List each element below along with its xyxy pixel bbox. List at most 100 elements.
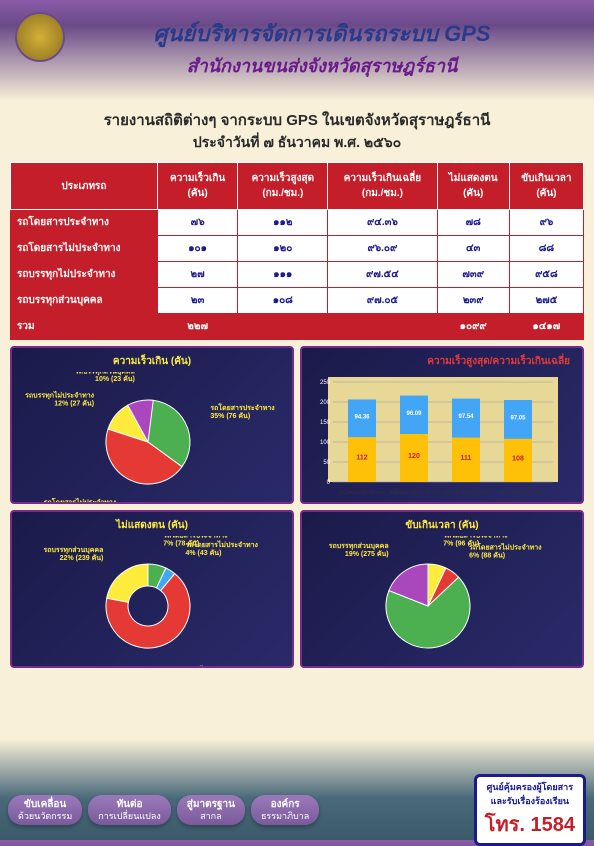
table-cell: ๒๒๗	[157, 314, 238, 340]
hotline-box: ศูนย์คุ้มครองผู้โดยสาร และรับเรื่องร้องเ…	[474, 774, 586, 846]
table-cell: ๗๓๙	[437, 262, 509, 288]
pie-chart-overtime: ขับเกินเวลา (คัน) รถโดยสารประจำทาง7% (96…	[300, 510, 584, 668]
footer-pill: สู่มาตรฐานสากล	[177, 795, 245, 826]
table-header: ประเภทรถ	[11, 163, 158, 210]
bar-chart-speed: ความเร็วสูงสุด/ความเร็วเกินเฉลี่ย 050100…	[300, 346, 584, 504]
svg-text:108: 108	[512, 455, 524, 462]
svg-text:รถโดยสารไม่ประจำทาง: รถโดยสารไม่ประจำทาง	[44, 497, 117, 502]
table-cell: ๙๔.๓๖	[328, 210, 437, 236]
footer-pill: ทันต่อการเปลี่ยนแปลง	[88, 795, 171, 826]
hotline-num: โทร. 1584	[485, 808, 575, 840]
header-title2: สำนักงานขนส่งจังหวัดสุราษฎร์ธานี	[10, 51, 584, 80]
subtitle-line1: รายงานสถิติต่างๆ จากระบบ GPS ในเขตจังหวั…	[14, 108, 580, 132]
table-header: ไม่แสดงตน(คัน)	[437, 163, 509, 210]
chart-title: ไม่แสดงตน (คัน)	[18, 518, 286, 533]
table-cell: ๑๐๙๙	[437, 314, 509, 340]
svg-text:10% (23 คัน): 10% (23 คัน)	[95, 375, 135, 383]
charts-grid: ความเร็วเกิน (คัน) รถโดยสารประจำทาง35% (…	[10, 346, 584, 668]
subtitle-line2: ประจำวันที่ ๗ ธันวาคม พ.ศ. ๒๕๖๐	[14, 132, 580, 154]
svg-text:94.36: 94.36	[354, 414, 370, 420]
table-row: รถโดยสารประจำทาง๗๖๑๑๒๙๔.๓๖๗๘๙๖	[11, 210, 584, 236]
svg-text:12% (27 คัน): 12% (27 คัน)	[54, 399, 94, 407]
svg-text:รถบรรทุกไม่ประจำทาง: รถบรรทุกไม่ประจำทาง	[25, 390, 94, 399]
svg-text:รถบรรทุกส่วนบุคคล: รถบรรทุกส่วนบุคคล	[75, 372, 135, 375]
table-header: ขับเกินเวลา(คัน)	[509, 163, 583, 210]
content: รายงานสถิติต่างๆ จากระบบ GPS ในเขตจังหวั…	[0, 98, 594, 674]
header: ศูนย์บริหารจัดการเดินรถระบบ GPS สำนักงาน…	[0, 0, 594, 98]
svg-text:รถโดยสารไม่ประจำทาง: รถโดยสารไม่ประจำทาง	[469, 542, 542, 551]
svg-text:200: 200	[320, 400, 331, 406]
svg-text:96.09: 96.09	[406, 411, 422, 417]
table-cell: ๘๘	[509, 236, 583, 262]
table-cell: รถบรรทุกส่วนบุคคล	[11, 288, 158, 314]
table-cell: ๑๐๘	[238, 288, 328, 314]
chart-title: ขับเกินเวลา (คัน)	[308, 518, 576, 533]
table-cell: รถโดยสารประจำทาง	[11, 210, 158, 236]
table-cell: ๗๖	[157, 210, 238, 236]
table-row: รถบรรทุกไม่ประจำทาง๒๗๑๑๑๙๗.๕๔๗๓๙๙๕๘	[11, 262, 584, 288]
table-header: ความเร็วสูงสุด(กม./ชม.)	[238, 163, 328, 210]
table-total-row: รวม๒๒๗๑๐๙๙๑๔๑๗	[11, 314, 584, 340]
svg-text:35% (76 คัน): 35% (76 คัน)	[210, 412, 250, 420]
header-title1: ศูนย์บริหารจัดการเดินรถระบบ GPS	[10, 8, 584, 51]
hotline-t1: ศูนย์คุ้มครองผู้โดยสาร	[485, 780, 575, 794]
table-cell: รถโดยสารไม่ประจำทาง	[11, 236, 158, 262]
table-cell: ๑๒๐	[238, 236, 328, 262]
svg-text:รถบรรทุกส่วนบุคคล: รถบรรทุกส่วนบุคคล	[497, 490, 540, 496]
table-cell: ๒๗	[157, 262, 238, 288]
table-cell: ๗๘	[437, 210, 509, 236]
donut1-svg: รถโดยสารประจำทาง7% (78 คัน)รถโดยสารไม่ปร…	[18, 536, 278, 666]
svg-text:รถบรรทุกไม่ประจำทาง: รถบรรทุกไม่ประจำทาง	[172, 665, 241, 666]
svg-text:รถโดยสารประจำทาง: รถโดยสารประจำทาง	[339, 489, 386, 496]
table-cell: ๙๖.๐๙	[328, 236, 437, 262]
svg-text:150: 150	[320, 420, 331, 426]
table-cell: ๒๓๙	[437, 288, 509, 314]
table-cell: ๙๗.๐๕	[328, 288, 437, 314]
svg-text:รถโดยสารประจำทาง: รถโดยสารประจำทาง	[163, 536, 228, 540]
table-cell: ๑๑๑	[238, 262, 328, 288]
svg-text:รถโดยสารประจำทาง: รถโดยสารประจำทาง	[210, 403, 275, 412]
svg-text:112: 112	[356, 455, 367, 462]
table-cell: รถบรรทุกไม่ประจำทาง	[11, 262, 158, 288]
svg-text:รถโดยสารไม่ประจำทาง: รถโดยสารไม่ประจำทาง	[186, 540, 259, 549]
table-row: รถโดยสารไม่ประจำทาง๑๐๑๑๒๐๙๖.๐๙๔๓๘๘	[11, 236, 584, 262]
svg-text:22% (239 คัน): 22% (239 คัน)	[60, 554, 104, 562]
pie-chart-speed: ความเร็วเกิน (คัน) รถโดยสารประจำทาง35% (…	[10, 346, 294, 504]
svg-text:4% (43 คัน): 4% (43 คัน)	[186, 549, 222, 557]
svg-text:97.54: 97.54	[458, 414, 474, 420]
bar-svg: 05010015020025011294.36รถโดยสารประจำทาง1…	[308, 372, 568, 502]
table-cell: ๙๗.๕๔	[328, 262, 437, 288]
svg-text:รถบรรทุกไม่ประจำทาง: รถบรรทุกไม่ประจำทาง	[441, 489, 491, 496]
svg-text:รถโดยสารไม่ประจำทาง: รถโดยสารไม่ประจำทาง	[388, 489, 440, 496]
table-cell: ๒๓	[157, 288, 238, 314]
table-cell	[238, 314, 328, 340]
svg-text:100: 100	[320, 440, 331, 446]
footer: ขับเคลื่อนด้วยนวัตกรรมทันต่อการเปลี่ยนแป…	[0, 780, 594, 840]
table-cell: ๑๐๑	[157, 236, 238, 262]
footer-pill: ขับเคลื่อนด้วยนวัตกรรม	[8, 795, 82, 826]
svg-text:120: 120	[408, 453, 420, 460]
table-cell: ๑๑๒	[238, 210, 328, 236]
table-cell: รวม	[11, 314, 158, 340]
subtitle: รายงานสถิติต่างๆ จากระบบ GPS ในเขตจังหวั…	[10, 104, 584, 158]
chart-title: ความเร็วเกิน (คัน)	[18, 354, 286, 369]
table-header: ความเร็วเกิน(คัน)	[157, 163, 238, 210]
svg-text:รถโดยสารประจำทาง: รถโดยสารประจำทาง	[443, 536, 508, 540]
svg-text:50: 50	[323, 460, 330, 466]
footer-pill: องค์กรธรรมาภิบาล	[251, 795, 319, 826]
chart-title: ความเร็วสูงสุด/ความเร็วเกินเฉลี่ย	[308, 354, 576, 369]
table-cell: ๙๕๘	[509, 262, 583, 288]
hotline-t2: และรับเรื่องร้องเรียน	[485, 794, 575, 808]
svg-text:97.05: 97.05	[510, 415, 526, 421]
logo	[15, 12, 65, 62]
svg-text:19% (275 คัน): 19% (275 คัน)	[345, 550, 389, 558]
svg-text:รถบรรทุกส่วนบุคคล: รถบรรทุกส่วนบุคคล	[43, 546, 103, 554]
table-cell: ๒๗๕	[509, 288, 583, 314]
table-cell: ๙๖	[509, 210, 583, 236]
pie1-svg: รถโดยสารประจำทาง35% (76 คัน) รถโดยสารไม่ป…	[18, 372, 278, 502]
donut-chart-noshow: ไม่แสดงตน (คัน) รถโดยสารประจำทาง7% (78 ค…	[10, 510, 294, 668]
stats-table: ประเภทรถความเร็วเกิน(คัน)ความเร็วสูงสุด(…	[10, 162, 584, 340]
table-cell	[328, 314, 437, 340]
table-row: รถบรรทุกส่วนบุคคล๒๓๑๐๘๙๗.๐๕๒๓๙๒๗๕	[11, 288, 584, 314]
table-header: ความเร็วเกินเฉลี่ย(กม./ชม.)	[328, 163, 437, 210]
